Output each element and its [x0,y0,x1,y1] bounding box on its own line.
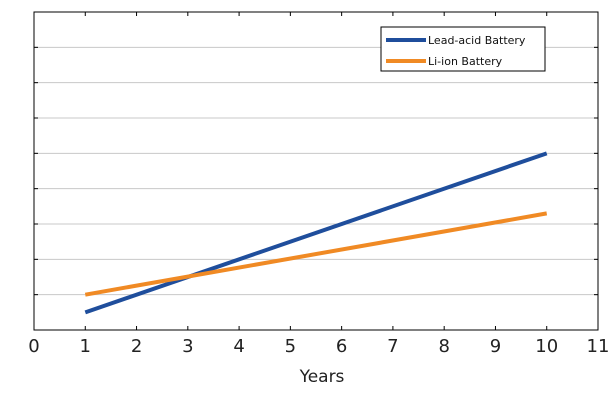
x-tick-label-5: 5 [285,336,296,357]
series-lines [84,151,548,315]
plot-area-frame [33,11,599,331]
x-tick-label-4: 4 [233,336,244,357]
x-tick-label-1: 1 [80,336,91,357]
y-axis-ticks [34,11,598,331]
series-line-1 [84,211,548,297]
x-tick-label-8: 8 [438,336,449,357]
legend-box [380,26,546,72]
x-tick-label-0: 0 [28,336,39,357]
legend: Lead-acid Battery Li-ion Battery [380,26,546,72]
x-tick-label-3: 3 [182,336,193,357]
x-tick-label-7: 7 [387,336,398,357]
legend-label-lead-acid: Lead-acid Battery [428,34,526,47]
x-tick-label-10: 10 [535,336,558,357]
x-axis-tick-labels: 0 1 2 3 4 5 6 7 8 9 10 11 [28,336,609,357]
series-line-0 [84,151,548,315]
legend-label-li-ion: Li-ion Battery [428,55,503,68]
x-tick-label-2: 2 [131,336,142,357]
x-tick-label-9: 9 [490,336,501,357]
x-axis-ticks [33,12,599,330]
x-tick-label-6: 6 [336,336,347,357]
grid-lines [34,46,598,296]
x-tick-label-11: 11 [587,336,610,357]
x-axis-title: Years [299,367,345,387]
